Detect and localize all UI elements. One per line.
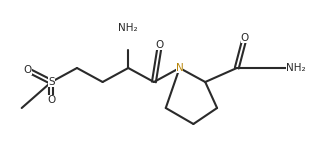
Text: O: O [47,95,55,105]
Text: O: O [241,33,249,43]
Text: S: S [48,77,55,87]
Text: O: O [24,65,32,75]
Text: O: O [156,40,164,50]
Text: N: N [176,63,184,73]
Text: NH₂: NH₂ [118,23,138,33]
Text: NH₂: NH₂ [286,63,306,73]
